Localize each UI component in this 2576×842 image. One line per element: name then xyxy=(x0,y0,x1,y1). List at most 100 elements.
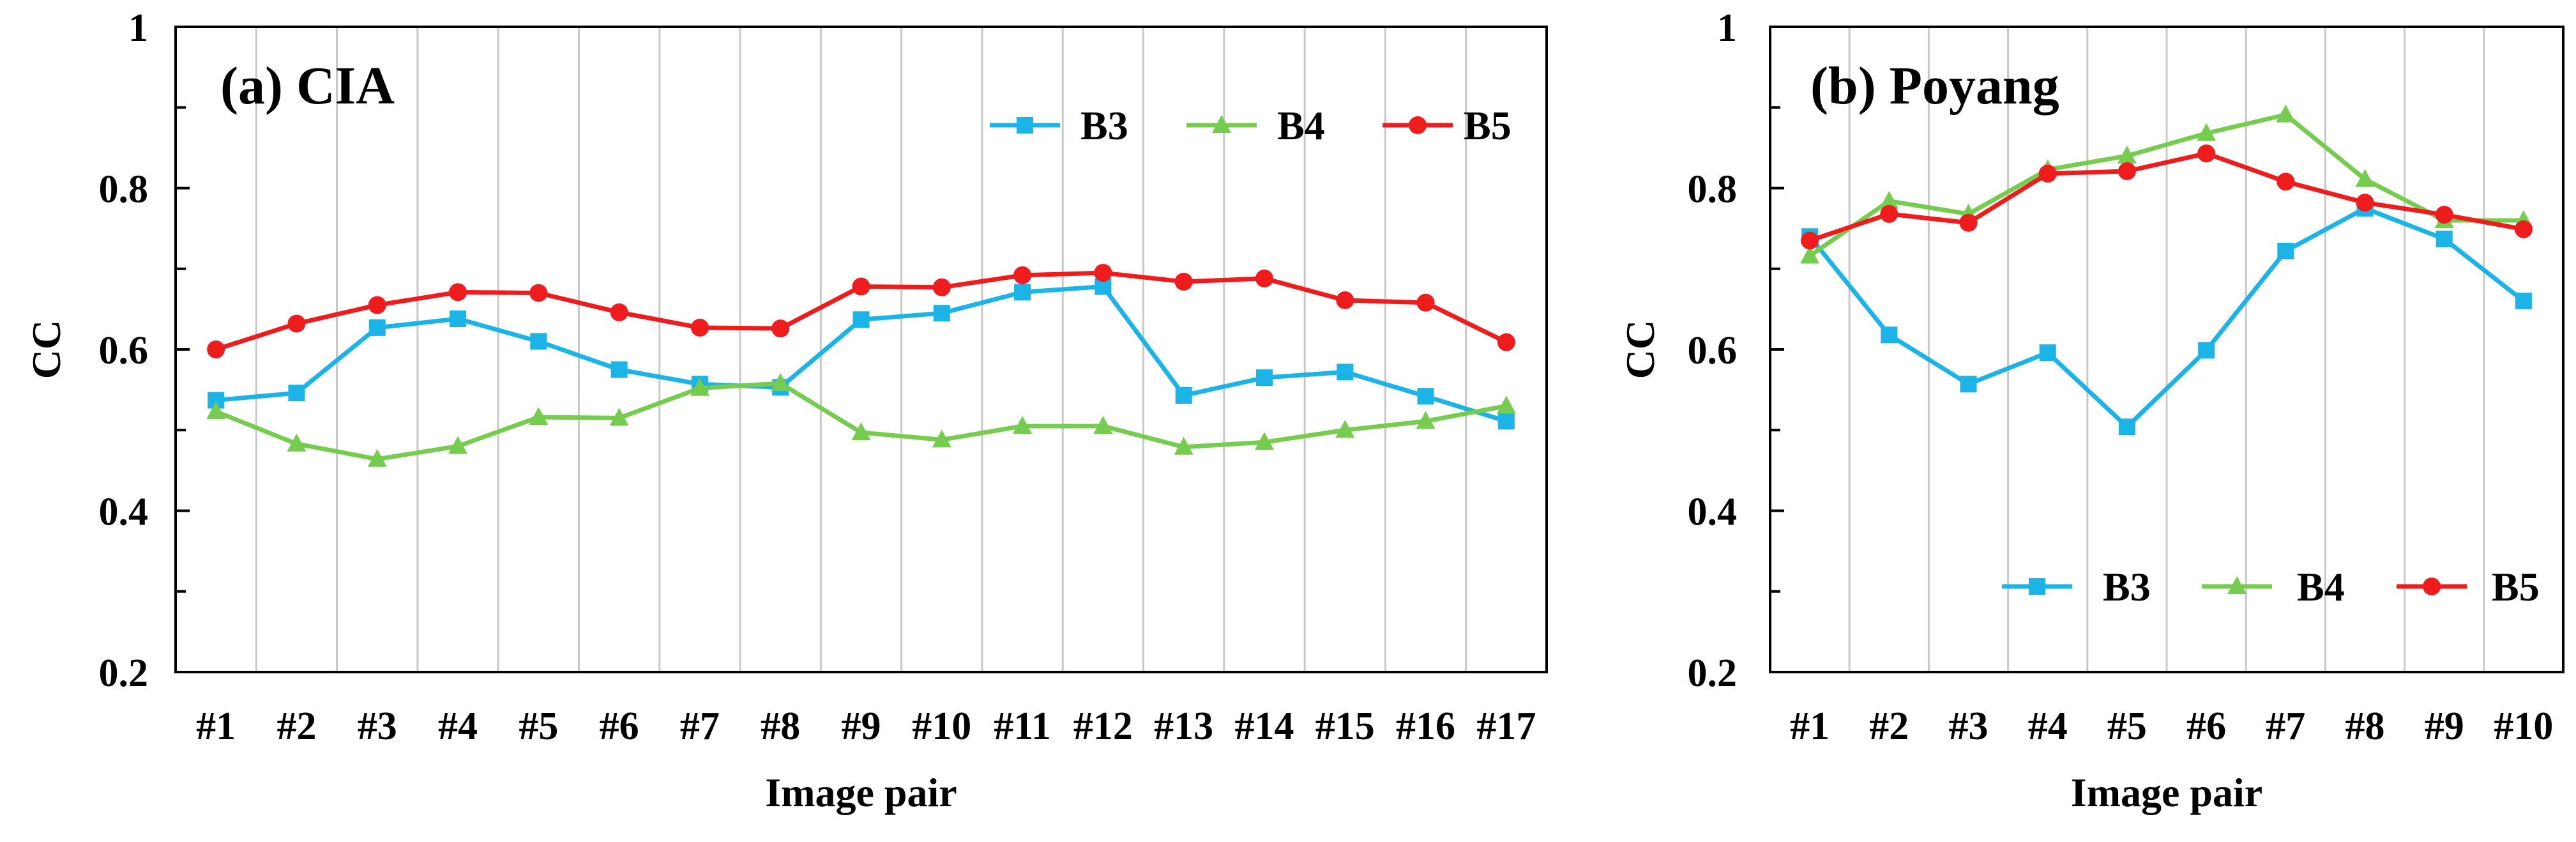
data-point xyxy=(1014,284,1031,301)
x-tick-label: #12 xyxy=(1073,705,1133,748)
data-point xyxy=(2118,162,2136,180)
y-tick-label: 1 xyxy=(1717,6,1737,50)
x-tick-label: #9 xyxy=(2425,705,2464,748)
x-tick-label: #13 xyxy=(1154,705,1213,748)
data-point xyxy=(2356,194,2374,212)
chart-poyang: 0.2 0.4 0.6 0.8 1 #1 #2 #3 #4 #5 #6 #7 #8 #9 #10 Image … xyxy=(1618,6,2565,815)
data-point xyxy=(2197,144,2216,163)
data-point xyxy=(2197,123,2216,141)
data-point xyxy=(368,296,386,314)
data-point xyxy=(1496,395,1516,414)
data-point xyxy=(2515,293,2532,310)
data-point xyxy=(2435,206,2453,224)
series-line xyxy=(215,381,1507,462)
data-point xyxy=(1093,415,1113,434)
x-tick-label: #1 xyxy=(1790,705,1830,748)
data-point xyxy=(449,283,467,302)
data-point xyxy=(1255,269,1273,287)
data-point xyxy=(609,408,629,426)
data-point xyxy=(1417,388,1434,405)
x-tick-label: #3 xyxy=(1949,705,1989,748)
data-point xyxy=(771,319,790,338)
legend-marker xyxy=(1212,115,1231,133)
legend-label: B5 xyxy=(1464,103,1512,148)
data-point xyxy=(852,311,870,328)
data-point xyxy=(771,373,791,392)
data-point xyxy=(1879,190,1899,209)
x-axis-label: Image pair xyxy=(2071,770,2262,815)
legend-marker xyxy=(2029,578,2045,595)
data-point xyxy=(1960,376,1977,393)
y-tick-label: 0.4 xyxy=(99,491,149,534)
x-tick-label: #6 xyxy=(600,705,639,748)
y-axis-label: CC xyxy=(1618,320,1663,379)
data-point xyxy=(1497,333,1515,351)
x-tick-label: #15 xyxy=(1315,705,1375,748)
legend-label: B3 xyxy=(1080,103,1128,148)
panel-title: (b) Poyang xyxy=(1810,56,2059,116)
plot-frame xyxy=(174,26,1548,673)
x-tick-label: #6 xyxy=(2186,705,2226,748)
data-point xyxy=(933,305,950,322)
data-point xyxy=(1255,369,1273,387)
data-point xyxy=(2276,104,2296,123)
y-tick-label: 0.2 xyxy=(99,652,149,695)
data-point xyxy=(690,318,709,337)
data-point xyxy=(2117,146,2137,164)
x-tick-label: #8 xyxy=(761,705,800,748)
x-tick-label: #11 xyxy=(994,705,1051,748)
y-tick-label: 1 xyxy=(128,6,148,50)
x-tick-label: #2 xyxy=(277,705,316,748)
legend-marker xyxy=(1017,117,1033,134)
data-point xyxy=(2038,164,2057,183)
data-point xyxy=(610,361,628,378)
data-point xyxy=(2118,418,2135,436)
y-tick-label: 0.6 xyxy=(99,329,149,372)
x-tick-label: #7 xyxy=(2266,705,2305,748)
data-point xyxy=(1013,266,1032,284)
series-line xyxy=(215,284,1507,424)
legend-label: B4 xyxy=(1277,103,1325,148)
series-b4 xyxy=(206,373,1516,467)
data-point xyxy=(1416,293,1435,312)
x-tick-label: #17 xyxy=(1476,705,1536,748)
x-tick-label: #4 xyxy=(2028,705,2068,748)
data-point xyxy=(1416,411,1436,429)
data-point xyxy=(368,319,386,336)
series-b5 xyxy=(1801,144,2533,250)
y-tick-label: 0.2 xyxy=(1688,652,1738,695)
x-tick-label: #10 xyxy=(2494,705,2553,748)
chart-cia: 0.2 0.4 0.6 0.8 1 #1 #2 #3 #4 #5 #6 #7 #8 #9 #10 #11 #12… xyxy=(24,6,1548,815)
legend-label: B3 xyxy=(2103,564,2151,609)
series-line xyxy=(1808,112,2524,258)
data-point xyxy=(1336,291,1354,309)
legend-marker xyxy=(1409,116,1427,134)
x-tick-label: #16 xyxy=(1396,705,1455,748)
legend-label: B4 xyxy=(2297,564,2345,609)
x-tick-label: #8 xyxy=(2345,705,2385,748)
data-point xyxy=(1337,364,1354,381)
x-axis-label: Image pair xyxy=(765,770,957,815)
data-point xyxy=(852,277,870,296)
data-point xyxy=(1335,420,1355,438)
data-point xyxy=(207,341,225,358)
panel-title: (a) CIA xyxy=(220,56,395,116)
data-point xyxy=(450,310,467,328)
data-point xyxy=(1881,326,1898,344)
data-point xyxy=(2436,231,2453,248)
data-point xyxy=(2277,242,2294,259)
data-point xyxy=(932,278,951,296)
x-tick-label: #4 xyxy=(438,705,478,748)
data-point xyxy=(529,407,549,425)
data-point xyxy=(1497,413,1515,430)
data-point xyxy=(287,314,306,333)
legend: B3 B4 B5 xyxy=(990,103,1512,148)
data-point xyxy=(529,284,548,302)
series-b5 xyxy=(207,264,1515,358)
series-line xyxy=(1808,151,2524,243)
y-tick-label: 0.8 xyxy=(99,168,149,211)
data-point xyxy=(206,401,226,420)
data-point xyxy=(1254,432,1274,450)
data-point xyxy=(932,429,951,448)
